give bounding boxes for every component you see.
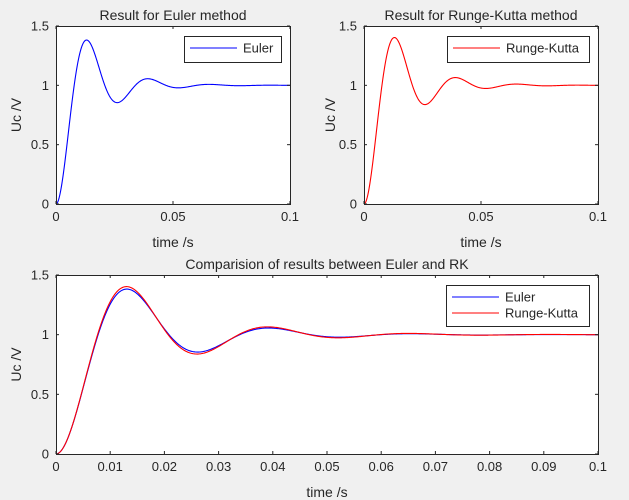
y-tick-label: 0.5 [31, 137, 49, 152]
x-tick-label: 0 [360, 209, 367, 224]
chart-2: Result for Runge-Kutta method 0 0.05 0.1 0 0.… [322, 7, 607, 250]
x-tick-label: 0.1 [589, 209, 607, 224]
chart-title: Comparision of results between Euler and… [185, 256, 469, 272]
y-tick-label: 1.5 [339, 19, 357, 34]
y-tick-label: 0 [42, 197, 49, 212]
chart-1: Result for Euler method 0 0.05 0.1 0 0.5 1 1.5 t… [8, 7, 299, 250]
x-tick-label: 0.1 [589, 459, 607, 474]
x-tick-label: 0.05 [314, 459, 339, 474]
y-axis-label: Uc /V [322, 97, 338, 132]
x-tick-label: 0.05 [160, 209, 185, 224]
series-line-euler [55, 39, 291, 205]
legend: Runge-Kutta [447, 36, 590, 63]
x-tick-label: 0.09 [531, 459, 556, 474]
x-axis-label: time /s [152, 234, 193, 250]
legend-entry: Runge-Kutta [505, 306, 579, 321]
y-tick-label: 1 [42, 78, 49, 93]
x-tick-label: 0.07 [423, 459, 448, 474]
x-tick-label: 0.08 [477, 459, 502, 474]
legend-box [184, 36, 282, 63]
y-tick-label: 0 [42, 447, 49, 462]
y-tick-label: 1.5 [31, 268, 49, 283]
y-axis-label: Uc /V [8, 97, 24, 132]
y-axis-label: Uc /V [8, 347, 24, 382]
y-tick-label: 0.5 [339, 137, 357, 152]
x-tick-label: 0.01 [98, 459, 123, 474]
legend-entry: Runge-Kutta [506, 41, 580, 56]
y-tick-label: 1.5 [31, 19, 49, 34]
legend-box [446, 285, 590, 327]
legend: Euler [184, 36, 282, 63]
x-axis-label: time /s [460, 234, 501, 250]
x-tick-label: 0 [52, 209, 59, 224]
chart-3: Comparision of results between Euler and… [8, 256, 607, 500]
chart-title: Result for Runge-Kutta method [385, 7, 578, 23]
y-tick-label: 0.5 [31, 387, 49, 402]
x-tick-label: 0.1 [281, 209, 299, 224]
x-axis-label: time /s [306, 484, 347, 500]
x-tick-label: 0.06 [369, 459, 394, 474]
x-tick-label: 0.02 [152, 459, 177, 474]
y-tick-label: 1 [42, 327, 49, 342]
y-tick-label: 1 [350, 78, 357, 93]
x-tick-label: 0.04 [260, 459, 285, 474]
y-tick-label: 0 [350, 197, 357, 212]
series-line-runge-kutta [55, 286, 598, 455]
legend-box [447, 36, 590, 63]
x-tick-label: 0.05 [468, 209, 493, 224]
legend-entry: Euler [505, 290, 536, 305]
x-tick-label: 0 [52, 459, 59, 474]
legend-entry: Euler [243, 41, 274, 56]
x-tick-label: 0.03 [206, 459, 231, 474]
series-line-runge-kutta [363, 36, 599, 205]
chart-title: Result for Euler method [99, 7, 246, 23]
